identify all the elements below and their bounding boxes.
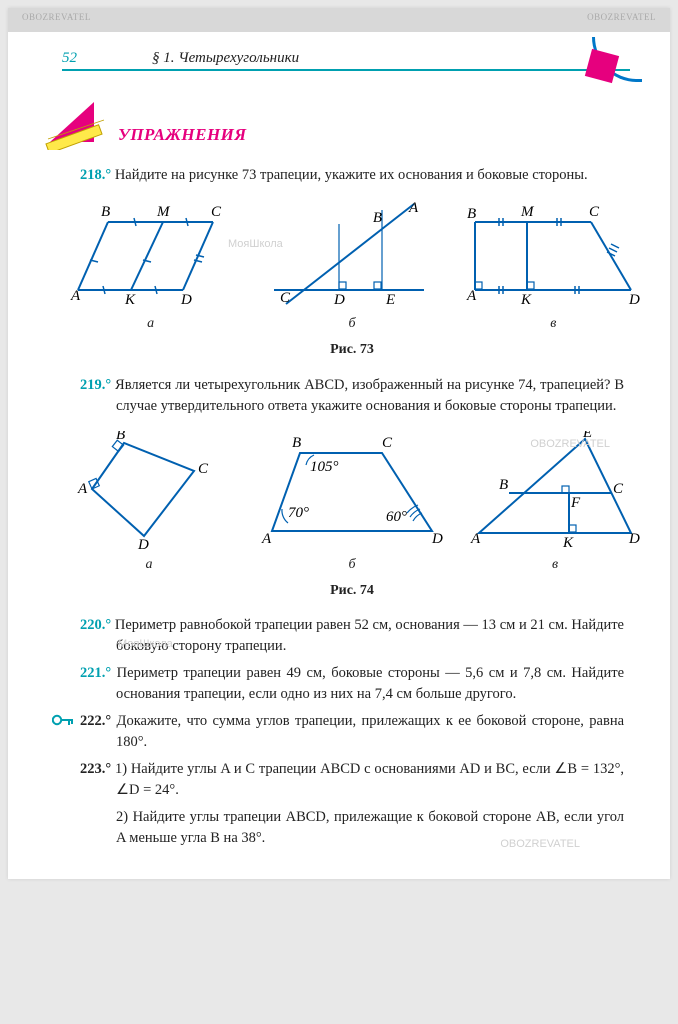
- svg-text:C: C: [589, 204, 600, 220]
- watermark-top-left: OBOZREVATEL: [22, 12, 91, 22]
- problem-number: 221.°: [80, 665, 111, 681]
- key-icon: [52, 713, 74, 727]
- svg-text:E: E: [385, 292, 395, 308]
- svg-text:K: K: [562, 535, 574, 551]
- page-header: 52 § 1. Четырехугольники: [8, 32, 670, 67]
- svg-text:M: M: [520, 204, 535, 220]
- fig73-v: A B M C K D в: [457, 200, 650, 334]
- problem-219: 219.° Является ли четырехугольник ABCD, …: [80, 375, 624, 417]
- svg-text:A: A: [70, 288, 81, 304]
- problem-223: 223.° 1) Найдите углы A и C трапеции ABC…: [80, 759, 624, 801]
- svg-text:A: A: [470, 531, 481, 547]
- problem-text: Периметр равнобокой трапеции равен 52 см…: [115, 617, 624, 654]
- content-area: 218.° Найдите на рисунке 73 трапеции, ук…: [8, 151, 670, 879]
- svg-text:D: D: [628, 292, 640, 308]
- svg-text:D: D: [180, 292, 192, 308]
- problem-number: 218.°: [80, 167, 111, 183]
- problem-text: Докажите, что сумма углов трапеции, прил…: [116, 713, 624, 750]
- problem-text: Является ли четырехугольник ABCD, изобра…: [115, 377, 624, 414]
- fig74-b: 105° 70° 60° A B C D б: [252, 431, 452, 575]
- corner-ornament: [582, 42, 640, 92]
- fig-sublabel: б: [255, 314, 448, 334]
- problem-220: 220.° Периметр равнобокой трапеции равен…: [80, 615, 624, 657]
- svg-text:60°: 60°: [386, 509, 407, 525]
- figure-73-row: A B M C K D а A B: [54, 200, 650, 334]
- figure-74-row: A B C D а 105° 70° 60° A: [54, 431, 650, 575]
- svg-text:C: C: [613, 481, 624, 497]
- problem-text: Периметр трапеции равен 49 см, боковые с…: [116, 665, 624, 702]
- svg-text:A: A: [77, 481, 88, 497]
- fig-sublabel: а: [54, 314, 247, 334]
- watermark-top-right: OBOZREVATEL: [587, 12, 656, 22]
- problem-text: 1) Найдите углы A и C трапеции ABCD с ос…: [115, 761, 624, 798]
- fig74-a: A B C D а: [54, 431, 244, 575]
- ruler-icon: [42, 96, 112, 150]
- svg-text:C: C: [382, 435, 393, 451]
- svg-text:D: D: [628, 531, 640, 547]
- svg-text:B: B: [499, 477, 508, 493]
- svg-text:M: M: [156, 204, 171, 220]
- problem-number: 219.°: [80, 377, 111, 393]
- window-chrome: OBOZREVATEL OBOZREVATEL: [8, 8, 670, 32]
- svg-text:70°: 70°: [288, 505, 309, 521]
- problem-222: 222.° Докажите, что сумма углов трапеции…: [80, 711, 624, 753]
- problem-218: 218.° Найдите на рисунке 73 трапеции, ук…: [80, 165, 624, 186]
- fig73-a: A B M C K D а: [54, 200, 247, 334]
- page: OBOZREVATEL OBOZREVATEL 52 § 1. Четыреху…: [8, 8, 670, 879]
- svg-text:D: D: [431, 531, 443, 547]
- section-label: § 1. Четырехугольники: [152, 50, 299, 67]
- svg-text:A: A: [261, 531, 272, 547]
- svg-text:B: B: [101, 204, 110, 220]
- svg-text:B: B: [467, 206, 476, 222]
- problem-223-part2: 2) Найдите углы трапеции ABCD, прилежащи…: [80, 807, 624, 849]
- svg-text:D: D: [333, 292, 345, 308]
- fig-sublabel: б: [252, 555, 452, 575]
- section-title: УПРАЖНЕНИЯ: [118, 125, 253, 145]
- fig-sublabel: в: [460, 555, 650, 575]
- problem-222-row: 222.° Докажите, что сумма углов трапеции…: [80, 711, 624, 753]
- svg-text:C: C: [198, 461, 209, 477]
- svg-text:F: F: [570, 495, 581, 511]
- svg-text:C: C: [211, 204, 222, 220]
- fig73-caption: Рис. 73: [80, 340, 624, 360]
- problem-text: Найдите на рисунке 73 трапеции, укажите …: [115, 167, 588, 183]
- section-title-bar: УПРАЖНЕНИЯ: [118, 125, 630, 151]
- svg-text:B: B: [292, 435, 301, 451]
- problem-number: 220.°: [80, 617, 111, 633]
- fig-sublabel: в: [457, 314, 650, 334]
- svg-text:105°: 105°: [310, 459, 339, 475]
- problem-number: 223.°: [80, 761, 111, 777]
- page-number: 52: [62, 50, 152, 67]
- svg-text:A: A: [408, 200, 419, 216]
- fig74-v: A B C D E F K в: [460, 431, 650, 575]
- svg-text:D: D: [137, 537, 149, 551]
- header-rule: [62, 69, 630, 71]
- fig-sublabel: а: [54, 555, 244, 575]
- svg-text:B: B: [116, 431, 125, 443]
- svg-text:K: K: [124, 292, 136, 308]
- svg-text:A: A: [466, 288, 477, 304]
- problem-221: 221.° Периметр трапеции равен 49 см, бок…: [80, 663, 624, 705]
- svg-text:K: K: [520, 292, 532, 308]
- problem-number: 222.°: [80, 713, 111, 729]
- fig74-caption: Рис. 74: [80, 581, 624, 601]
- fig73-b: A B C D E б: [255, 200, 448, 334]
- svg-text:E: E: [582, 431, 592, 441]
- svg-text:B: B: [373, 210, 382, 226]
- svg-text:C: C: [280, 290, 291, 306]
